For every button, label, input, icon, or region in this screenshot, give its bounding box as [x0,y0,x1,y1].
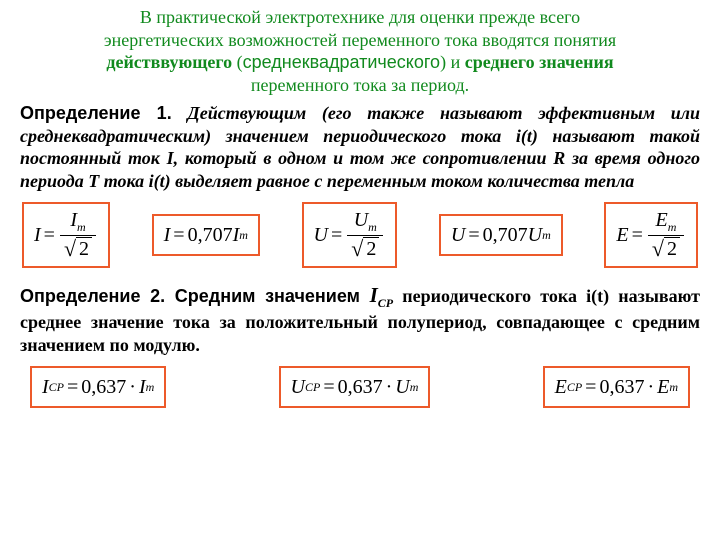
def2-head: Определение 2. [20,286,165,306]
r2f2-coef: 0,637 [338,376,383,399]
formula-E-avg: EСР = 0,637 · Em [543,366,690,408]
intro-paragraph: В практической электротехнике для оценки… [20,6,700,96]
f2-coef: 0,707 [188,224,233,247]
f4-rhs: U [528,224,542,247]
intro-bold2: среднего значения [465,52,614,72]
r2f2-lhs: U [291,376,305,399]
intro-line1: В практической электротехнике для оценки… [140,7,580,27]
f2-lhs: I [164,224,171,247]
r2f1-lhs: I [42,376,49,399]
r2f2-sub: m [410,380,419,395]
r2f1-lsub: СР [49,380,64,395]
formula-E-rms-frac: E = Em √2 [604,202,698,268]
r2f3-lsub: СР [567,380,582,395]
f1-lhs: I [34,224,41,247]
r2f3-lhs: E [555,376,567,399]
definition-2: Определение 2. Средним значением IСР пер… [20,282,700,356]
intro-paren-close: ) [440,52,451,72]
f4-sub: m [542,228,551,243]
page-root: В практической электротехнике для оценки… [0,0,720,540]
formula-I-rms-num: I = 0,707 Im [152,214,260,256]
def2-Icp-sub: СР [378,296,393,310]
f2-sub: m [239,228,248,243]
f4-coef: 0,707 [483,224,528,247]
def2-Icp: I [370,283,378,307]
f5-lhs: E [616,224,628,247]
r2f2-rhs: U [395,376,409,399]
intro-line2: энергетических возможностей переменного … [104,30,616,50]
r2f3-rhs: E [657,376,669,399]
def1-head: Определение 1. [20,103,172,123]
r2f3-coef: 0,637 [599,376,644,399]
f3-lhs: U [314,224,328,247]
intro-line4: переменного тока за период. [251,75,469,95]
formula-U-avg: UСР = 0,637 · Um [279,366,431,408]
formula-row-2: IСР = 0,637 · Im UСР = 0,637 · Um EСР = … [20,366,700,408]
formula-row-1: I = Im √2 I = 0,707 Im U = [20,202,700,268]
def2-sans-lead: Средним значением [165,286,369,306]
r2f3-sub: m [669,380,678,395]
definition-1: Определение 1. Действующим (его также на… [20,102,700,192]
f2-rhs: I [233,224,240,247]
formula-U-rms-num: U = 0,707 Um [439,214,563,256]
r2f2-lsub: СР [305,380,320,395]
f4-lhs: U [451,224,465,247]
intro-rms: среднеквадратического [243,52,440,72]
formula-I-avg: IСР = 0,637 · Im [30,366,166,408]
intro-paren-open: ( [232,52,243,72]
intro-bold1: действвующего [106,52,232,72]
formula-U-rms-frac: U = Um √2 [302,202,398,268]
r2f1-sub: m [146,380,155,395]
formula-I-rms-frac: I = Im √2 [22,202,110,268]
r2f1-coef: 0,637 [81,376,126,399]
r2f1-rhs: I [139,376,146,399]
intro-and: и [451,52,465,72]
